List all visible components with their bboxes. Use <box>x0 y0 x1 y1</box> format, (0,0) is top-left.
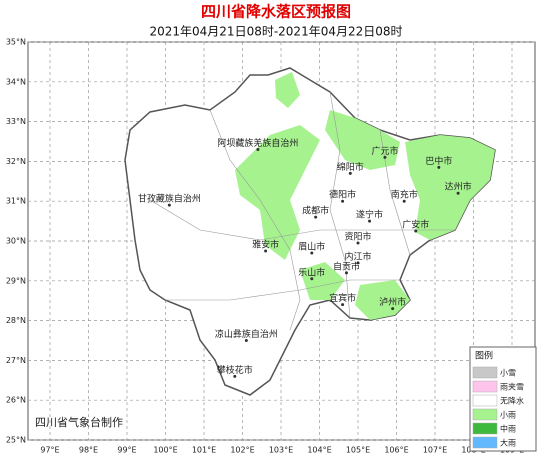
place-dot <box>402 199 406 203</box>
place-label: 广元市 <box>371 145 398 157</box>
lon-label: 101°E <box>192 446 216 455</box>
place-dot <box>256 147 260 151</box>
legend-swatch <box>472 366 498 379</box>
place-dot <box>341 303 345 307</box>
legend-label: 大雨 <box>500 438 516 448</box>
footer: 四川省气象台制作 <box>35 415 123 429</box>
map-subtitle: 2021年04月21日08时-2021年04月22日08时 <box>149 25 402 39</box>
rain-area <box>355 280 410 320</box>
place-label: 自贡市 <box>333 260 360 272</box>
place-dot <box>356 261 360 265</box>
lat-label: 30°N <box>6 237 26 246</box>
legend-label: 无降水 <box>500 396 524 406</box>
place-label: 雅安市 <box>252 238 279 250</box>
rain-area <box>325 110 400 170</box>
place-label: 巴中市 <box>425 155 452 167</box>
border <box>209 109 301 331</box>
place-label: 甘孜藏族自治州 <box>138 193 201 205</box>
place-label: 德阳市 <box>329 189 356 201</box>
place-label: 内江市 <box>344 250 371 262</box>
place-label: 资阳市 <box>344 230 371 242</box>
legend-label: 雨夹雪 <box>500 382 524 392</box>
place-dot <box>233 374 237 378</box>
place-dot <box>391 307 395 311</box>
place-dot <box>356 241 360 245</box>
lat-label: 28°N <box>6 316 26 325</box>
place-label: 广安市 <box>402 219 429 231</box>
place-label: 遂宁市 <box>356 209 383 221</box>
place-dot <box>310 277 314 281</box>
place-label: 达州市 <box>445 181 472 193</box>
lon-label: 100°E <box>153 446 177 455</box>
border <box>165 279 400 301</box>
district-borders <box>149 91 455 331</box>
place-label: 眉山市 <box>298 240 325 252</box>
place-dot <box>456 191 460 195</box>
legend-title: 图例 <box>475 350 493 362</box>
legend-swatch <box>472 394 498 407</box>
lon-label: 102°E <box>230 446 254 455</box>
lat-label: 35°N <box>6 38 26 47</box>
lon-label: 105°E <box>346 446 370 455</box>
legend-swatch <box>472 380 498 393</box>
lon-label: 106°E <box>384 446 408 455</box>
place-label: 成都市 <box>302 205 329 217</box>
place-dot <box>344 271 348 275</box>
place-label: 凉山彝族自治州 <box>215 328 278 340</box>
legend-swatch <box>472 436 498 449</box>
lat-label: 32°N <box>6 157 26 166</box>
place-dot <box>414 229 418 233</box>
place-label: 泸州市 <box>379 296 406 308</box>
lon-label: 107°E <box>423 446 447 455</box>
lat-label: 31°N <box>6 197 26 206</box>
rain-area <box>235 125 320 260</box>
place-label: 攀枝花市 <box>217 364 253 376</box>
place-dot <box>264 249 268 253</box>
lat-label: 25°N <box>6 436 26 445</box>
legend-swatch <box>472 408 498 421</box>
lon-label: 99°E <box>117 446 136 455</box>
lon-label: 98°E <box>79 446 98 455</box>
place-label: 乐山市 <box>298 266 325 278</box>
legend-swatch <box>472 422 498 435</box>
lat-label: 27°N <box>6 356 26 365</box>
rain-areas <box>235 72 495 320</box>
place-dot <box>167 203 171 207</box>
place-dot <box>437 165 441 169</box>
rain-area <box>275 72 300 108</box>
legend-label: 小雪 <box>500 369 516 378</box>
lat-label: 34°N <box>6 77 26 86</box>
place-dot <box>383 155 387 159</box>
legend-label: 中雨 <box>500 424 516 434</box>
lon-label: 103°E <box>269 446 293 455</box>
rain-area <box>405 135 495 240</box>
lat-label: 33°N <box>6 117 26 126</box>
place-label: 宜宾市 <box>329 292 356 304</box>
border <box>329 91 351 319</box>
place-dot <box>314 215 318 219</box>
lon-label: 104°E <box>307 446 331 455</box>
place-label: 南充市 <box>391 189 418 201</box>
lat-label: 26°N <box>6 396 26 405</box>
border <box>379 129 411 256</box>
map-title: 四川省降水落区预报图 <box>201 3 351 21</box>
place-dot <box>341 199 345 203</box>
place-dot <box>310 251 314 255</box>
place-dot <box>368 219 372 223</box>
legend-label: 小雨 <box>500 411 516 420</box>
place-dot <box>244 339 248 342</box>
place-label: 阿坝藏族羌族自治州 <box>217 137 298 149</box>
border <box>149 199 455 241</box>
place-label: 绵阳市 <box>337 161 364 173</box>
rain-area <box>300 262 345 300</box>
lon-label: 97°E <box>40 446 59 455</box>
lat-label: 29°N <box>6 276 26 285</box>
place-dot <box>348 171 352 175</box>
